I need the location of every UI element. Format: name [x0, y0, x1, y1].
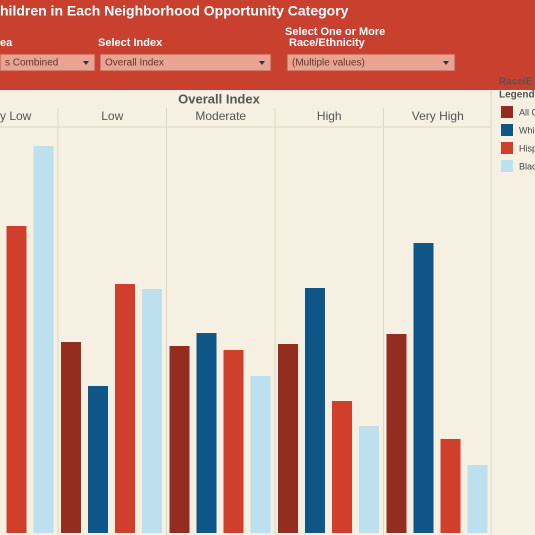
legend-label[interactable]: Hisp: [519, 143, 535, 153]
legend-label[interactable]: All C: [519, 107, 535, 117]
bar: [196, 333, 217, 533]
dropdown[interactable]: [286, 53, 456, 72]
dropdown-value[interactable]: Overall Index: [105, 58, 164, 69]
header-band: [0, 0, 535, 90]
filter-label: ea: [0, 37, 13, 49]
legend-label[interactable]: Whi: [519, 125, 535, 135]
bar: [169, 346, 190, 533]
filter-label: Select One or More: [285, 26, 385, 38]
filter-label: Select Index: [98, 37, 163, 49]
category-label: Very High: [412, 109, 464, 123]
dropdown-arrow[interactable]: [259, 61, 265, 65]
legend-label[interactable]: Blac: [519, 161, 535, 171]
dashboard-title: hildren in Each Neighborhood Opportunity…: [0, 3, 349, 19]
dropdown[interactable]: [99, 53, 272, 72]
bar: [61, 342, 81, 533]
bar: [142, 289, 162, 533]
legend-title: Race/E: [499, 77, 533, 88]
bar: [440, 439, 461, 533]
bar: [332, 401, 352, 533]
bar: [305, 288, 325, 533]
legend-swatch[interactable]: [501, 160, 513, 172]
dropdown-value[interactable]: s Combined: [5, 58, 58, 69]
category-label: Moderate: [195, 109, 246, 123]
dropdown-value[interactable]: (Multiple values): [292, 58, 365, 69]
plot-panel: [0, 90, 491, 535]
dropdown-arrow[interactable]: [83, 61, 89, 65]
category-label: y Low: [0, 109, 32, 123]
bar: [250, 376, 271, 533]
category-label: High: [317, 109, 342, 123]
bar: [88, 386, 108, 533]
chart-title: Overall Index: [178, 91, 260, 106]
filter-label: Race/Ethnicity: [289, 37, 366, 49]
dropdown-arrow[interactable]: [443, 61, 449, 65]
bar: [386, 334, 407, 533]
bar: [33, 146, 54, 533]
bar: [6, 226, 27, 533]
bar: [223, 350, 244, 533]
bar: [413, 243, 434, 533]
bar: [467, 465, 488, 533]
category-label: Low: [101, 109, 123, 123]
legend-title: Legend: [499, 90, 535, 101]
dropdown[interactable]: [0, 53, 96, 72]
legend-swatch[interactable]: [501, 142, 513, 154]
legend-swatch[interactable]: [501, 124, 513, 136]
bar: [278, 344, 298, 533]
bar: [359, 426, 379, 533]
bar: [115, 284, 135, 533]
legend-swatch[interactable]: [501, 106, 513, 118]
